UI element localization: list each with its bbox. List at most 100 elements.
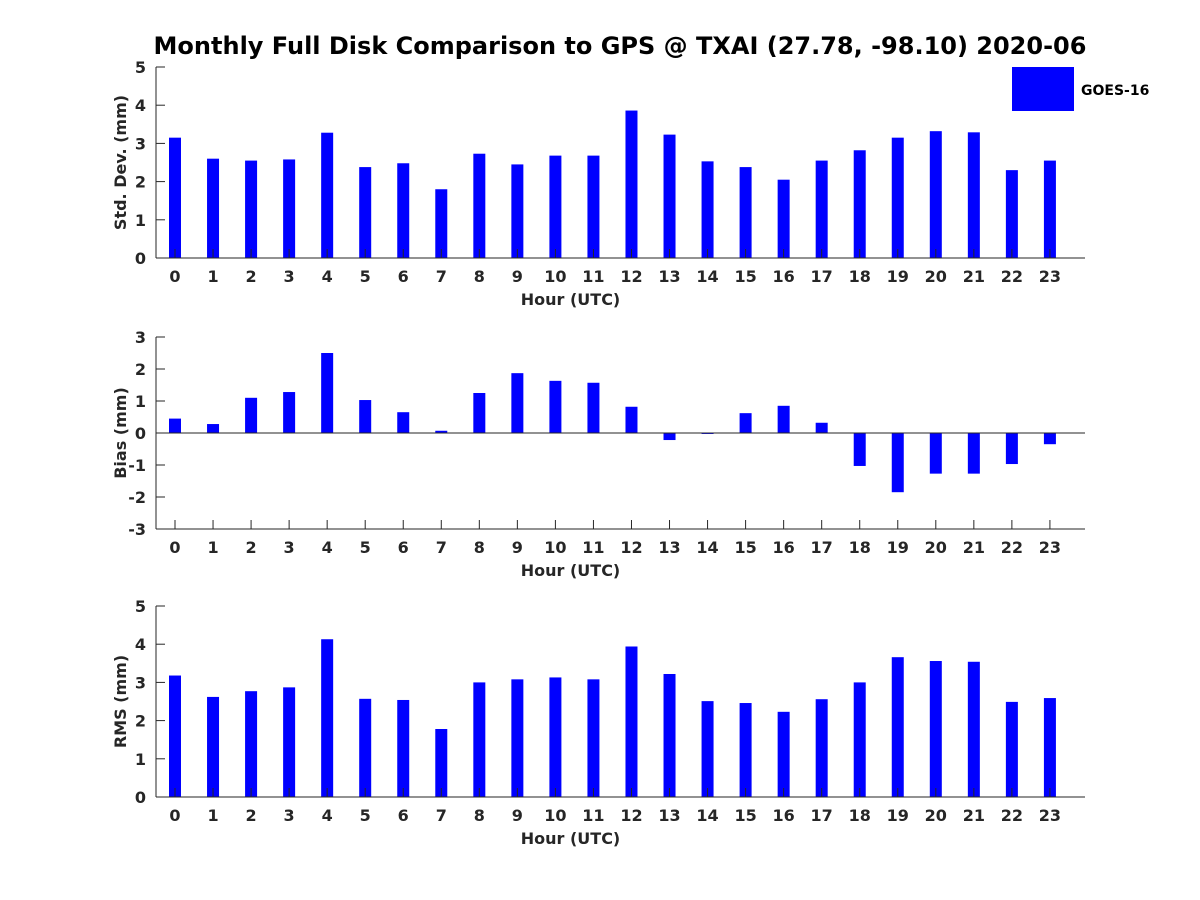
std-dev-bar-3 (283, 159, 296, 258)
bias-bar-4 (321, 353, 334, 433)
std-dev-bar-1 (207, 158, 220, 258)
bias-xtick-label: 2 (246, 538, 257, 557)
std-dev-xtick-label: 13 (658, 267, 680, 286)
std-dev-xtick-label: 9 (512, 267, 523, 286)
std-dev-xtick-label: 21 (963, 267, 985, 286)
rms-xtick-label: 3 (284, 806, 295, 825)
std-dev-xtick-label: 15 (734, 267, 756, 286)
rms-bar-4 (321, 639, 334, 797)
rms-xtick-label: 20 (925, 806, 947, 825)
rms-bar-2 (245, 691, 258, 797)
rms-xtick-label: 17 (811, 806, 833, 825)
rms-xtick-label: 12 (620, 806, 642, 825)
rms-bar-1 (207, 696, 220, 797)
std-dev-bar-22 (1005, 170, 1018, 258)
rms-xtick-label: 10 (544, 806, 566, 825)
bias-xtick-label: 4 (322, 538, 333, 557)
bias-ytick-label: 1 (135, 392, 146, 411)
rms-bar-11 (587, 679, 600, 797)
bias-xtick-label: 18 (849, 538, 871, 557)
rms-xtick-label: 21 (963, 806, 985, 825)
std-dev-xtick-label: 5 (360, 267, 371, 286)
rms-bar-19 (891, 657, 904, 797)
bias-xtick-label: 10 (544, 538, 566, 557)
bias-bar-5 (359, 400, 372, 433)
rms-xtick-label: 7 (436, 806, 447, 825)
bias-xtick-label: 13 (658, 538, 680, 557)
std-dev-bar-15 (739, 167, 752, 258)
bias-bar-3 (283, 392, 296, 433)
std-dev-bar-0 (169, 137, 181, 258)
std-dev-bar-2 (245, 160, 258, 258)
bias-bar-1 (207, 424, 220, 433)
rms-bar-21 (967, 661, 980, 797)
bias-bar-12 (625, 406, 638, 433)
rms-xtick-label: 19 (887, 806, 909, 825)
rms-bar-0 (169, 675, 181, 797)
rms-xtick-label: 23 (1039, 806, 1061, 825)
bias-xtick-label: 5 (360, 538, 371, 557)
bias-xtick-label: 22 (1001, 538, 1023, 557)
std-dev-xtick-label: 2 (246, 267, 257, 286)
rms-xtick-label: 16 (773, 806, 795, 825)
rms-ytick-label: 0 (135, 788, 146, 807)
rms-xtick-label: 15 (734, 806, 756, 825)
std-dev-bar-8 (473, 153, 486, 258)
bias-xtick-label: 3 (284, 538, 295, 557)
rms-bar-6 (397, 699, 410, 797)
bias-bar-21 (967, 433, 980, 474)
rms-bar-22 (1005, 701, 1018, 797)
std-dev-xtick-label: 1 (207, 267, 218, 286)
std-dev-bar-10 (549, 155, 562, 258)
rms-ytick-label: 3 (135, 673, 146, 692)
std-dev-bar-19 (891, 137, 904, 258)
bias-xtick-label: 7 (436, 538, 447, 557)
rms-xtick-label: 8 (474, 806, 485, 825)
std-dev-xtick-label: 16 (773, 267, 795, 286)
std-dev-bar-12 (625, 110, 638, 258)
rms-bar-15 (739, 703, 752, 797)
bias-bar-22 (1005, 433, 1018, 465)
rms-xtick-label: 0 (169, 806, 180, 825)
std-dev-bar-17 (815, 160, 828, 258)
bias-bar-23 (1043, 433, 1056, 445)
std-dev-ytick-label: 5 (135, 58, 146, 77)
rms-bar-23 (1043, 698, 1056, 797)
bias-xtick-label: 19 (887, 538, 909, 557)
rms-xtick-label: 5 (360, 806, 371, 825)
bias-bar-10 (549, 380, 562, 433)
legend: GOES-16 (1012, 67, 1149, 111)
bias-xtick-label: 9 (512, 538, 523, 557)
bias-bar-11 (587, 382, 600, 433)
bias-ytick-label: 3 (135, 328, 146, 347)
rms-xtick-label: 22 (1001, 806, 1023, 825)
rms-ytick-label: 4 (135, 635, 146, 654)
bias-xtick-label: 6 (398, 538, 409, 557)
rms-bar-5 (359, 698, 372, 797)
std-dev-bar-14 (701, 161, 714, 258)
bias-xtick-label: 8 (474, 538, 485, 557)
rms-xtick-label: 13 (658, 806, 680, 825)
rms-bar-16 (777, 711, 790, 797)
std-dev-x-axis-label: Hour (UTC) (521, 290, 621, 309)
bias-xtick-label: 16 (773, 538, 795, 557)
std-dev-bar-13 (663, 134, 676, 258)
bias-bar-17 (815, 422, 828, 433)
bias-bar-13 (663, 433, 676, 441)
rms-bar-8 (473, 682, 486, 797)
std-dev-xtick-label: 22 (1001, 267, 1023, 286)
bias-y-axis-label: Bias (mm) (111, 387, 130, 479)
std-dev-xtick-label: 19 (887, 267, 909, 286)
std-dev-bar-9 (511, 164, 524, 258)
bias-x-axis-label: Hour (UTC) (521, 561, 621, 580)
bias-xtick-label: 15 (734, 538, 756, 557)
bias-ytick-label: 0 (135, 424, 146, 443)
rms-xtick-label: 9 (512, 806, 523, 825)
std-dev-xtick-label: 8 (474, 267, 485, 286)
bias-ytick-label: -1 (128, 456, 146, 475)
bias-bar-9 (511, 373, 524, 433)
rms-xtick-label: 4 (322, 806, 333, 825)
